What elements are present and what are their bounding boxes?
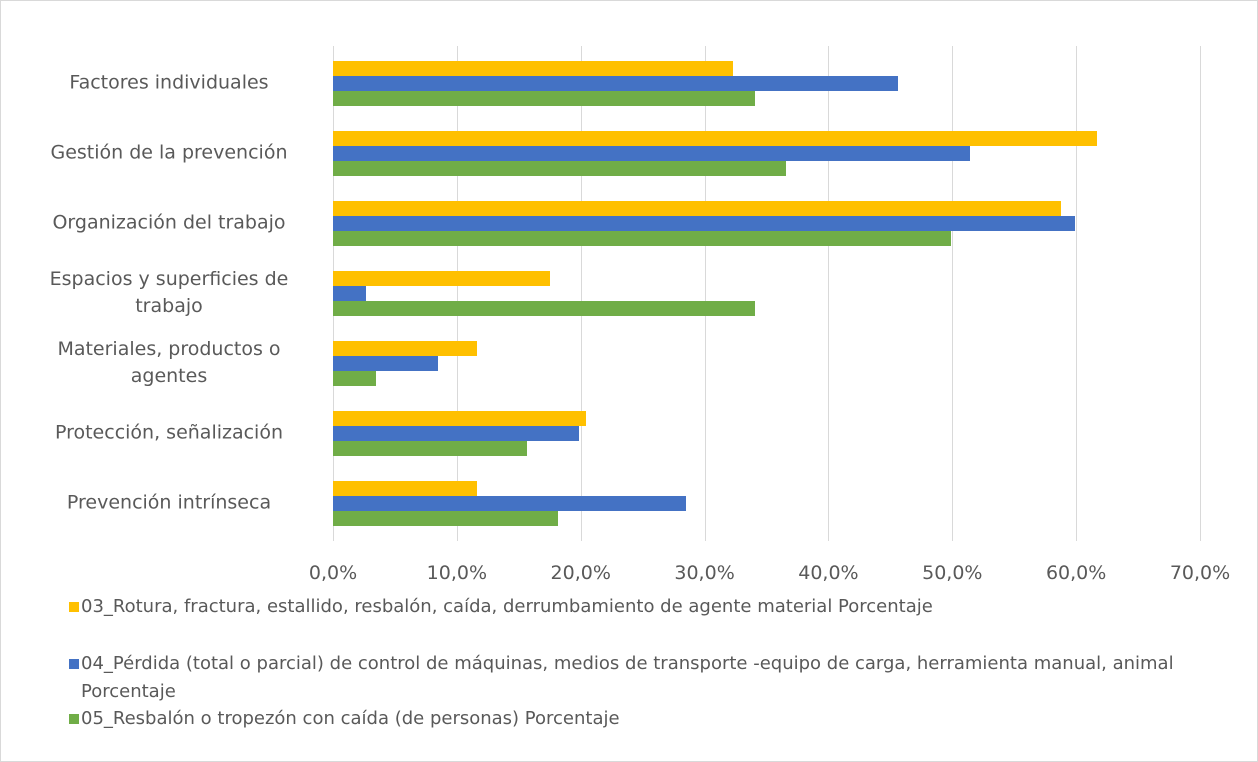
bar <box>333 425 580 441</box>
legend-label: 03_Rotura, fractura, estallido, resbalón… <box>81 596 933 617</box>
y-tick-label: Organización del trabajo <box>52 211 286 234</box>
x-tick-label: 10,0% <box>426 562 488 584</box>
x-tick-label: 40,0% <box>798 562 859 584</box>
y-tick-label: Prevención intrínseca <box>66 491 272 514</box>
bar <box>333 75 898 91</box>
bar <box>333 495 686 511</box>
bar <box>333 370 377 386</box>
legend-swatch <box>69 602 79 612</box>
y-tick-label: Factores individuales <box>69 71 269 94</box>
bar <box>333 200 1062 216</box>
legend-swatch <box>69 659 79 669</box>
x-tick-label: 60,0% <box>1045 562 1107 584</box>
y-tick-label: Protección, señalización <box>54 421 284 444</box>
x-tick-label: 50,0% <box>922 562 983 584</box>
y-tick-label: Espacios y superficies de trabajo <box>49 268 289 317</box>
x-tick-label: 70,0% <box>1169 562 1231 584</box>
bar <box>333 145 970 161</box>
bar <box>333 355 439 371</box>
bar <box>333 300 756 316</box>
x-tick-label: 0,0% <box>308 562 358 584</box>
legend-label: 05_Resbalón o tropezón con caída (de per… <box>81 708 620 729</box>
bar <box>333 230 952 246</box>
grid-line <box>828 46 830 541</box>
bar <box>333 90 756 106</box>
grid-line <box>456 46 458 541</box>
grid-line <box>1200 46 1201 541</box>
legend-label: 04_Pérdida (total o parcial) de control … <box>81 653 1174 702</box>
bar <box>333 510 559 526</box>
grid-line <box>952 46 954 541</box>
bar <box>333 410 586 426</box>
bar <box>333 60 734 76</box>
bar <box>333 270 550 286</box>
y-tick-label: Gestión de la prevención <box>50 141 288 164</box>
bar <box>333 285 367 301</box>
grid-line <box>1076 46 1078 541</box>
bar <box>333 130 1098 146</box>
y-tick-label: Materiales, productos o agentes <box>57 338 281 387</box>
grid-line <box>580 46 582 541</box>
grid-line <box>704 46 706 541</box>
bar <box>333 340 477 356</box>
bar <box>333 215 1075 231</box>
bar <box>333 440 528 456</box>
x-tick-label: 30,0% <box>674 562 735 584</box>
bar <box>333 480 477 496</box>
bar <box>333 160 787 176</box>
legend-swatch <box>69 714 79 724</box>
x-tick-label: 20,0% <box>550 562 611 584</box>
